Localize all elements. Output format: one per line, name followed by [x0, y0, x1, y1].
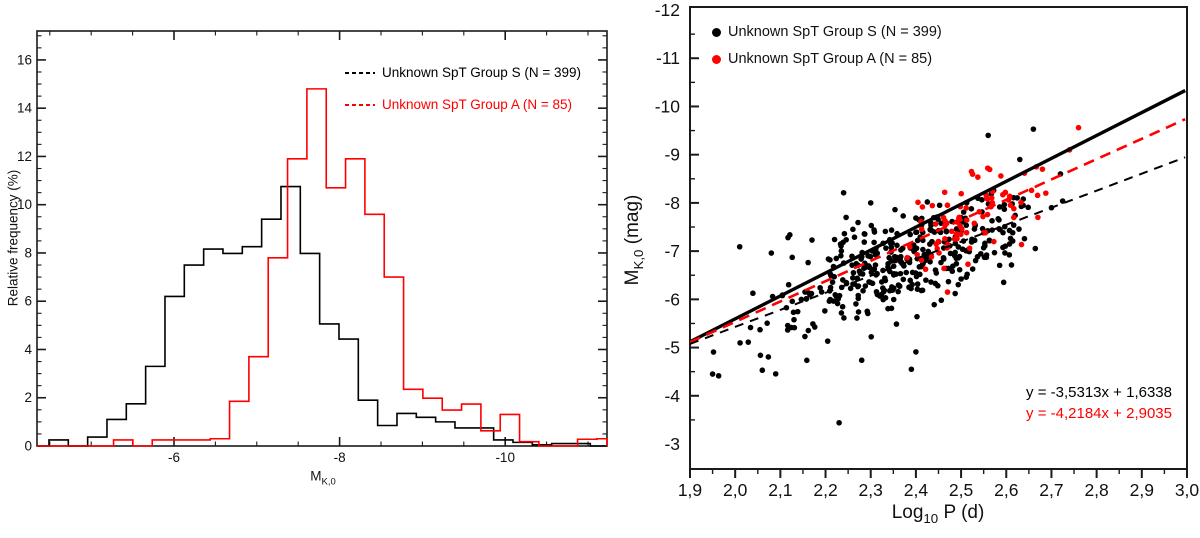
scatter-legend-label-group-a: Unknown SpT Group A (N = 85)	[728, 51, 933, 67]
histogram-legend-item-group-a: Unknown SpT Group A (N = 85)	[345, 97, 572, 112]
svg-text:2,2: 2,2	[813, 480, 837, 500]
svg-text:-11: -11	[656, 48, 680, 68]
svg-text:2,9: 2,9	[1130, 480, 1154, 500]
scatter-x-axis-title-main: Log	[891, 502, 924, 524]
histogram-x-axis-title: MK,0	[310, 469, 335, 488]
svg-text:2,0: 2,0	[723, 480, 748, 500]
svg-text:2: 2	[24, 390, 32, 405]
svg-text:4: 4	[24, 342, 32, 357]
scatter-x-axis-title: Log10 P (d)	[892, 502, 985, 526]
svg-text:-4: -4	[664, 386, 680, 406]
svg-text:2,8: 2,8	[1084, 480, 1108, 500]
svg-text:2,1: 2,1	[768, 480, 792, 500]
histogram-plot-canvas: -6 -8 -10 0 2 4 6 8 10 12 14 16	[17, 30, 608, 465]
svg-text:10: 10	[17, 197, 32, 212]
scatter-legend-item-group-s: Unknown SpT Group S (N = 399)	[712, 24, 942, 40]
svg-text:3,0: 3,0	[1175, 480, 1200, 500]
scatter-x-axis-title-rest: P (d)	[938, 502, 985, 524]
svg-text:-12: -12	[655, 0, 680, 20]
svg-text:-7: -7	[664, 241, 680, 261]
scatter-y-axis-title: MK,0 (mag)	[622, 195, 646, 286]
svg-text:1,9: 1,9	[678, 480, 702, 500]
svg-text:14: 14	[17, 101, 33, 116]
svg-text:-6: -6	[168, 450, 180, 465]
histogram-x-axis-title-main: M	[310, 468, 322, 484]
histogram-legend-label-group-s: Unknown SpT Group S (N = 399)	[382, 65, 581, 80]
svg-text:-6: -6	[664, 289, 680, 309]
scatter-legend-label-group-s: Unknown SpT Group S (N = 399)	[728, 24, 942, 40]
scatter-y-axis-title-rest: (mag)	[622, 194, 644, 250]
svg-text:12: 12	[17, 149, 32, 164]
svg-text:-8: -8	[664, 193, 680, 213]
scatter-legend-item-group-a: Unknown SpT Group A (N = 85)	[712, 51, 932, 67]
svg-text:16: 16	[17, 52, 32, 67]
scatter-y-axis-title-sub: K,0	[630, 249, 646, 270]
group-s-fit-equation: y = -3,5313x + 1,6338	[1026, 384, 1172, 401]
histogram-y-axis-title: Relative frequency (%)	[5, 169, 21, 307]
scatter-y-axis-title-main: M	[622, 269, 644, 286]
svg-text:-10: -10	[495, 450, 515, 465]
svg-text:2,7: 2,7	[1039, 480, 1063, 500]
group-a-fit-equation: y = -4,2184x + 2,9035	[1026, 405, 1172, 422]
histogram-legend-item-group-s: Unknown SpT Group S (N = 399)	[345, 65, 581, 80]
svg-text:-5: -5	[664, 338, 680, 358]
svg-text:2,6: 2,6	[994, 480, 1018, 500]
histogram-legend-label-group-a: Unknown SpT Group A (N = 85)	[382, 97, 572, 112]
svg-text:2,4: 2,4	[904, 480, 929, 500]
svg-text:2,5: 2,5	[949, 480, 973, 500]
svg-text:-9: -9	[664, 145, 680, 165]
scatter-x-axis-title-sub: 10	[923, 510, 939, 526]
svg-text:6: 6	[24, 294, 32, 309]
histogram-x-axis-title-sub: K,0	[321, 476, 336, 488]
group-a-dot-swatch	[712, 54, 721, 64]
group-s-dashed-line-swatch	[345, 71, 375, 74]
svg-text:8: 8	[24, 245, 32, 260]
svg-text:-3: -3	[664, 434, 680, 454]
svg-text:2,3: 2,3	[859, 480, 883, 500]
svg-text:-10: -10	[655, 96, 681, 116]
group-s-dot-swatch	[712, 27, 721, 37]
group-a-dashed-line-swatch	[345, 103, 375, 106]
svg-text:-8: -8	[334, 450, 346, 465]
svg-text:0: 0	[24, 439, 32, 454]
